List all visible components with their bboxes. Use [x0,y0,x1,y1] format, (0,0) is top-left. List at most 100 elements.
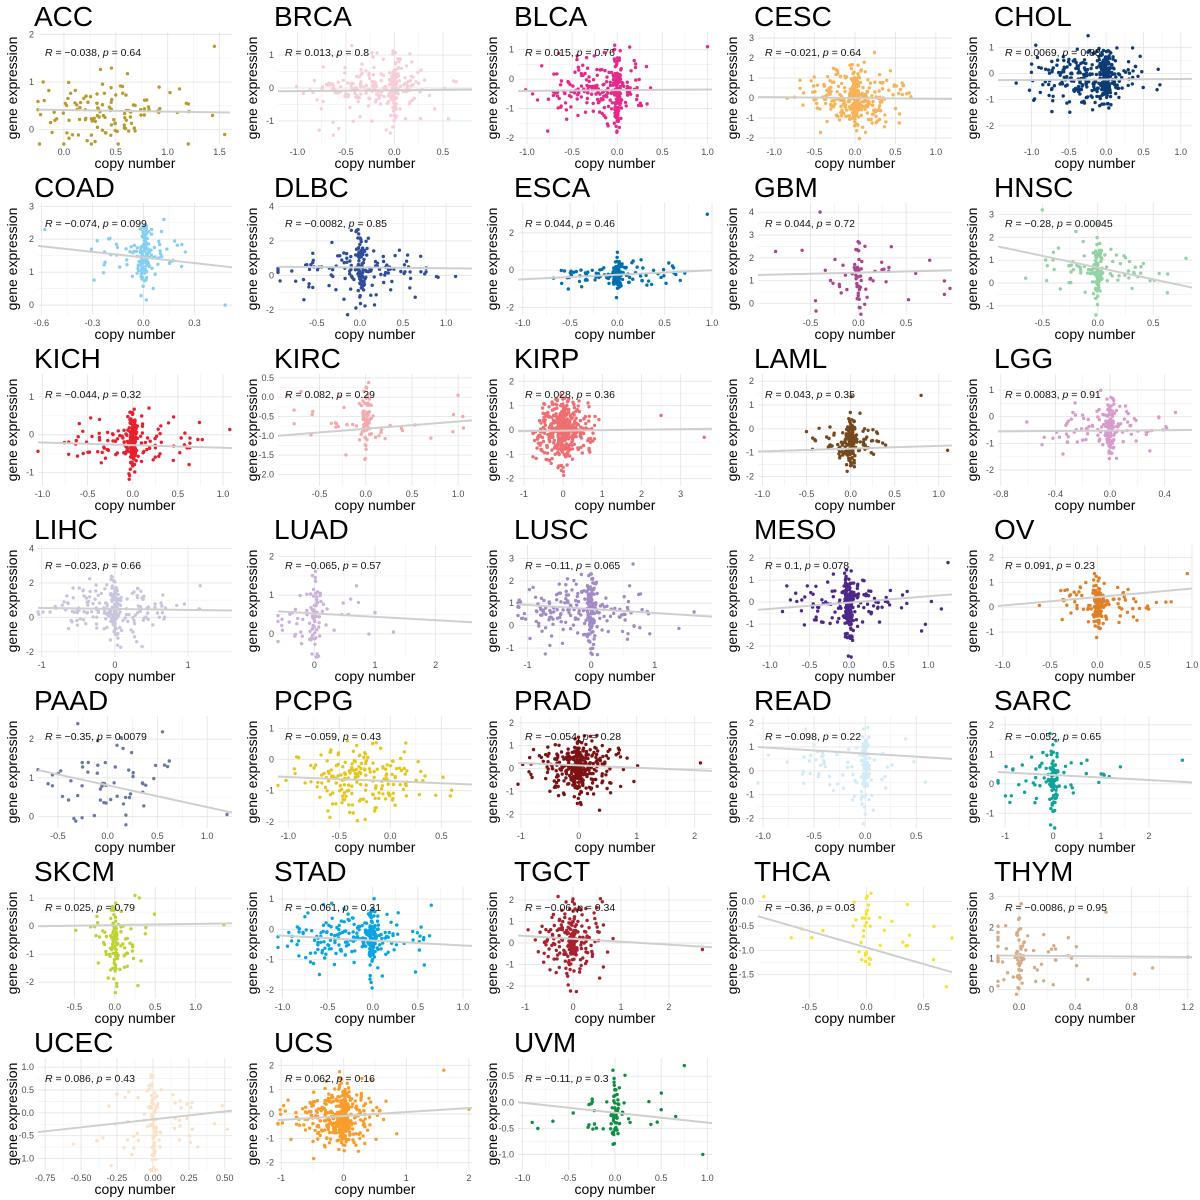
cesc-point [863,130,868,135]
pcpg-point [359,797,363,802]
ov-point [1100,602,1104,607]
brca-point [389,113,393,118]
acc-point [186,142,190,146]
coad-point [143,248,147,252]
pcpg-point [328,815,332,819]
kirp-point [575,408,579,412]
dlbc-point [365,246,369,251]
lihc-point [118,625,122,630]
pcpg-point [404,794,409,798]
chol-point [1084,71,1089,75]
chol-point [1100,52,1104,57]
meso-point [803,595,807,599]
hnsc-point [1098,241,1102,246]
acc-point [109,133,113,137]
dlbc-point [356,254,360,259]
meso-point [814,584,818,588]
cesc-point [872,50,877,55]
lihc-point [94,583,98,587]
kich-point [102,446,106,450]
lgg-regression-line [997,429,1193,433]
meso-point [869,589,873,593]
kich-point [122,451,126,455]
chol-point [1097,54,1101,59]
lusc-point [589,623,594,627]
kich-point [178,451,182,455]
dlbc-point [311,285,315,290]
lusc-point [548,643,552,648]
luad-point [315,600,320,605]
lgg-point [1112,433,1116,437]
gbm-point [857,287,862,292]
brca-point [321,65,326,69]
blca-x-tick-label: 1.0 [701,147,714,157]
hnsc-point [1118,261,1123,266]
cesc-point [853,76,857,80]
laml-x-tick-label: 0.5 [888,489,901,499]
meso-point [833,610,837,614]
gbm-point [855,248,859,252]
brca-point [386,99,391,104]
lgg-point [1064,423,1068,427]
luad-correlation-annotation: R = −0.065, p = 0.57 [285,560,381,572]
paad-point [115,743,119,747]
esca-point [594,271,598,275]
blca-title: BLCA [514,1,587,32]
ov-point [1144,606,1148,610]
kich-point [113,439,118,443]
gbm-point [859,267,863,271]
chol-point [1092,84,1096,89]
coad-point [149,253,153,257]
lusc-point [517,598,521,602]
cesc-point [852,88,857,93]
meso-point [855,624,860,629]
lgg-point [1112,438,1116,442]
esca-point [627,280,631,284]
brca-x-axis-label: copy number [335,155,416,171]
brca-point [349,84,353,88]
blca-point [576,65,580,69]
hnsc-point [1095,242,1099,247]
cesc-point [867,86,871,90]
meso-point [849,655,853,659]
lusc-point [549,634,554,638]
lgg-point [1061,452,1065,456]
coad-x-axis-label: copy number [95,326,176,342]
kirc-point [311,409,315,414]
cesc-point [849,66,854,71]
dlbc-point [349,228,353,232]
kich-point [158,432,162,436]
blca-point [558,83,563,87]
blca-point [603,68,607,73]
dlbc-point [329,273,333,277]
lusc-point [591,610,595,614]
ov-point [1093,588,1098,593]
chol-point [1034,43,1038,47]
lgg-point [1085,432,1090,436]
chol-point [1109,62,1113,67]
blca-point [608,80,612,85]
brca-point [359,68,363,72]
esca-point [705,212,709,216]
lgg-point [1079,427,1084,431]
paad-point [124,813,128,817]
kirc-point [369,403,373,407]
kich-point [196,437,200,442]
coad-point [140,261,145,266]
ov-title: OV [994,514,1035,545]
esca-title: ESCA [514,172,591,203]
ov-point [1101,621,1105,626]
brca-point [371,73,375,77]
blca-point [579,71,583,76]
lgg-correlation-annotation: R = 0.0083, p = 0.91 [1005,389,1101,401]
kirc-point [377,434,381,438]
chol-point [1156,67,1160,72]
cesc-point [835,69,840,73]
esca-point [631,277,635,281]
kirp-point [576,404,580,408]
laml-point [847,419,852,424]
lihc-point [66,601,70,606]
kich-point [125,439,129,444]
